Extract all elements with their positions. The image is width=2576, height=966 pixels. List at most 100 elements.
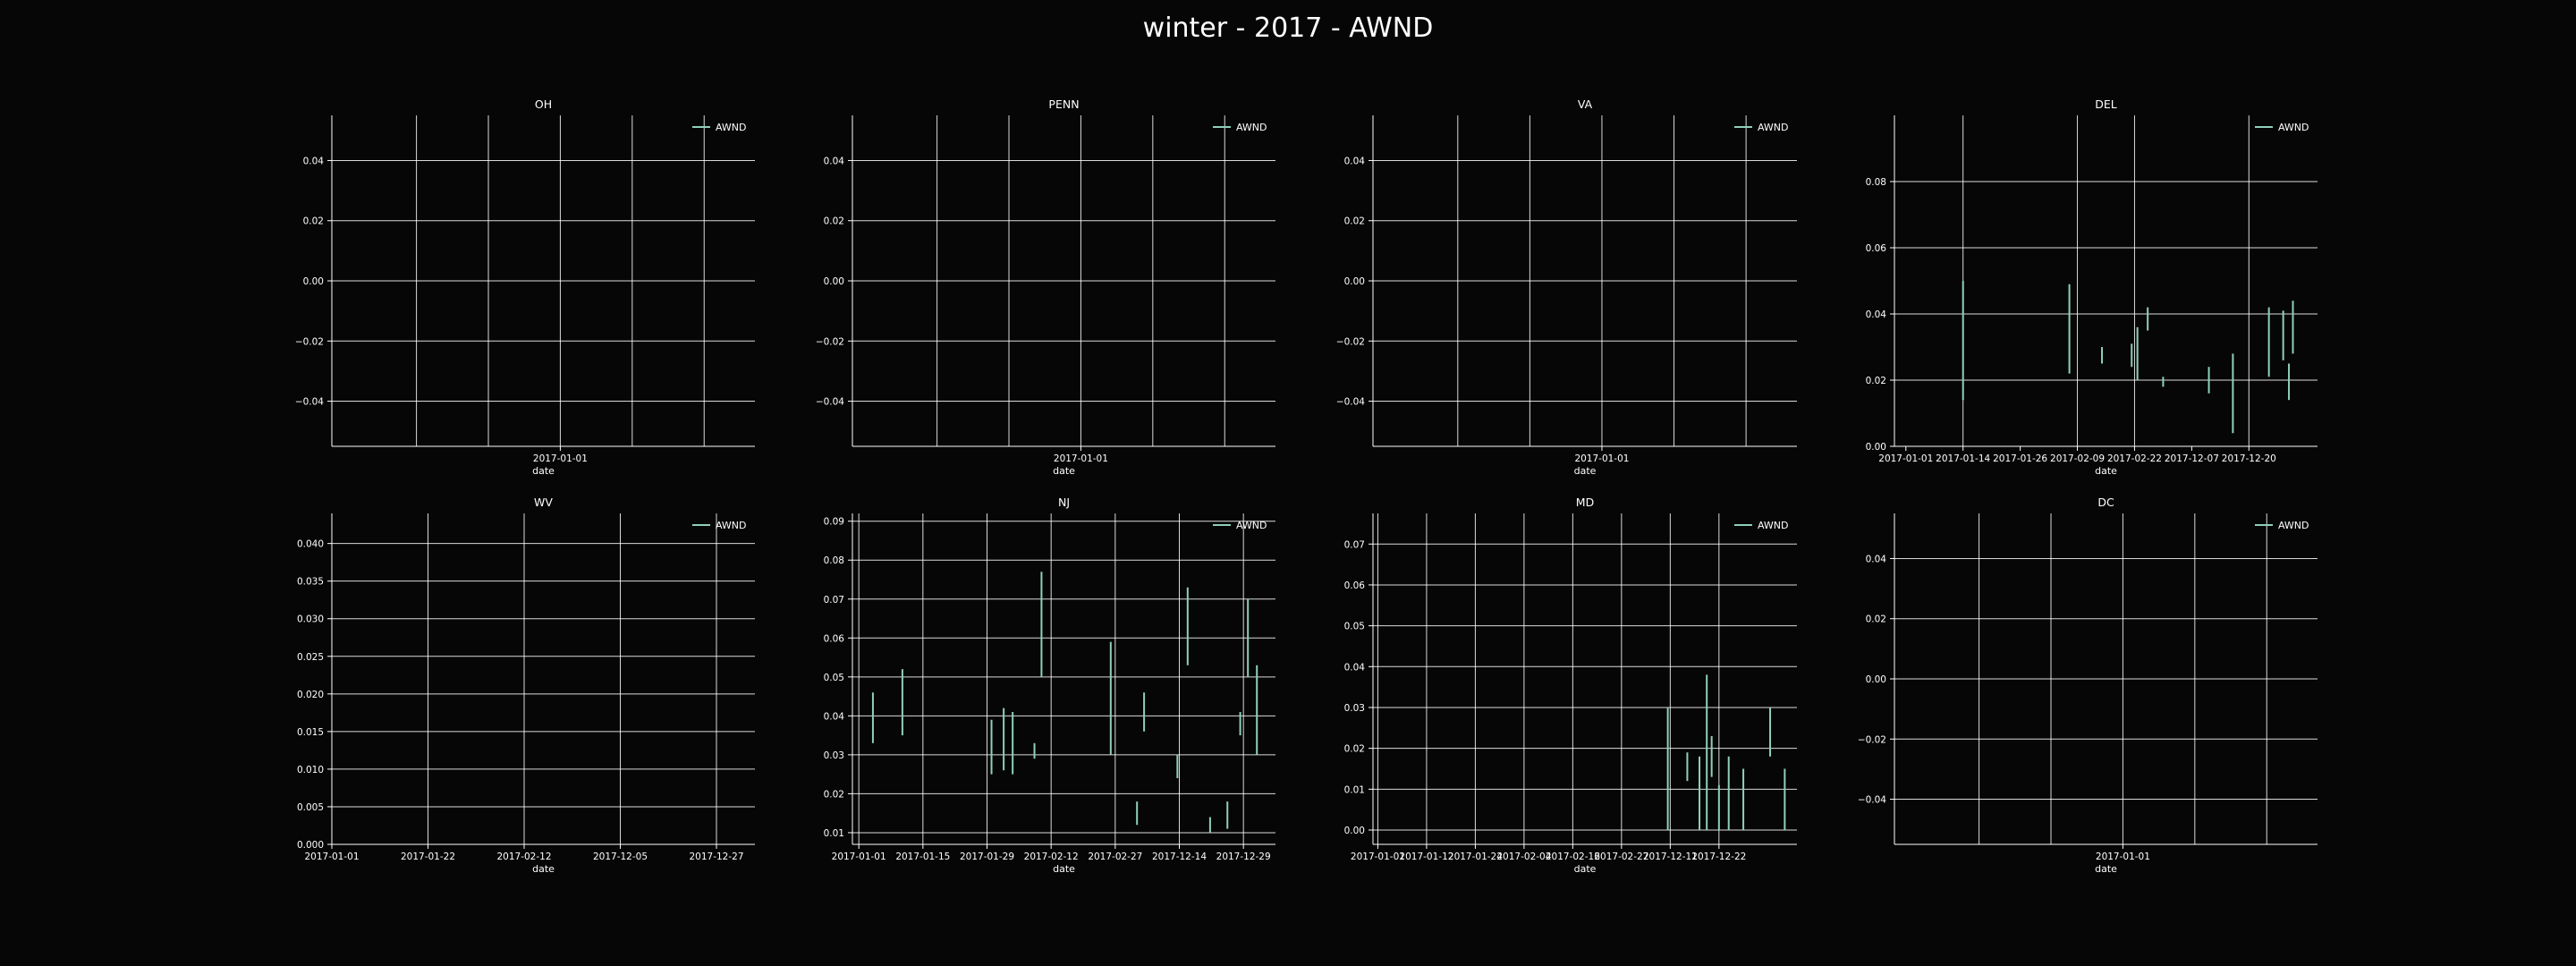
y-tick-label: 0.015 [297, 727, 324, 738]
x-axis-label: date [532, 863, 555, 875]
y-tick-label: −0.02 [1336, 336, 1365, 347]
x-tick-label: 2017-01-24 [1448, 852, 1503, 862]
panel-title: PENN [1048, 97, 1079, 111]
y-tick-label: 0.06 [824, 633, 845, 644]
x-axis-label: date [1574, 863, 1597, 875]
legend-label: AWND [1758, 520, 1789, 531]
x-tick-label: 2017-12-05 [593, 852, 648, 862]
y-tick-label: 0.02 [1866, 376, 1886, 386]
y-tick-label: −0.04 [816, 397, 844, 408]
y-tick-label: 0.00 [1866, 442, 1886, 453]
y-tick-label: 0.010 [297, 765, 324, 775]
y-tick-label: 0.06 [1344, 580, 1366, 591]
x-tick-label: 2017-02-27 [1594, 852, 1648, 862]
x-tick-label: 2017-01-01 [304, 852, 359, 862]
y-tick-label: 0.00 [303, 276, 324, 287]
x-tick-label: 2017-12-14 [1152, 852, 1207, 862]
x-tick-label: 2017-12-27 [689, 852, 743, 862]
x-tick-label: 2017-01-01 [2096, 852, 2150, 862]
y-tick-label: 0.04 [1866, 309, 1887, 320]
x-axis-label: date [1053, 465, 1075, 477]
x-tick-label: 2017-02-12 [1024, 852, 1079, 862]
y-tick-label: −0.02 [816, 336, 844, 347]
x-tick-label: 2017-01-12 [1399, 852, 1453, 862]
y-tick-label: 0.02 [1344, 744, 1365, 755]
x-tick-label: 2017-12-22 [1691, 852, 1746, 862]
x-axis-label: date [2095, 465, 2117, 477]
x-tick-label: 2017-01-15 [895, 852, 950, 862]
y-tick-label: 0.005 [297, 802, 324, 813]
y-tick-label: 0.00 [824, 276, 844, 287]
y-tick-label: 0.01 [1344, 784, 1365, 795]
panel-title: NJ [1058, 496, 1070, 509]
panel-title: DEL [2095, 97, 2117, 111]
y-tick-label: 0.000 [297, 840, 324, 851]
y-tick-label: 0.04 [1866, 554, 1887, 564]
y-tick-label: 0.03 [1344, 703, 1365, 714]
y-tick-label: 0.025 [297, 652, 324, 663]
y-tick-label: 0.08 [824, 555, 844, 566]
y-tick-label: 0.04 [303, 156, 325, 166]
y-tick-label: 0.040 [297, 539, 324, 550]
x-axis-label: date [532, 465, 555, 477]
y-tick-label: −0.02 [295, 336, 324, 347]
legend-label: AWND [716, 122, 747, 133]
y-tick-label: 0.02 [824, 216, 844, 227]
y-tick-label: 0.020 [297, 690, 324, 700]
panel-title: DC [2097, 496, 2114, 509]
x-tick-label: 2017-01-01 [1054, 453, 1108, 464]
x-tick-label: 2017-01-22 [401, 852, 455, 862]
y-tick-label: 0.08 [1866, 177, 1886, 188]
panel-title: VA [1578, 97, 1593, 111]
x-tick-label: 2017-01-29 [960, 852, 1014, 862]
y-tick-label: 0.030 [297, 614, 324, 625]
y-tick-label: 0.05 [824, 673, 844, 683]
y-tick-label: 0.01 [824, 828, 844, 839]
x-tick-label: 2017-12-20 [2222, 453, 2276, 464]
y-tick-label: 0.05 [1344, 622, 1365, 632]
y-tick-label: 0.09 [824, 517, 844, 528]
y-tick-label: 0.00 [1344, 276, 1365, 287]
panel-title: OH [535, 97, 552, 111]
y-tick-label: −0.02 [1858, 734, 1886, 745]
x-tick-label: 2017-01-01 [1351, 852, 1405, 862]
y-tick-label: 0.04 [824, 156, 845, 166]
x-tick-label: 2017-12-11 [1643, 852, 1698, 862]
panel-title: WV [534, 496, 553, 509]
x-tick-label: 2017-01-14 [1936, 453, 1990, 464]
x-tick-label: 2017-01-01 [1878, 453, 1933, 464]
x-tick-label: 2017-02-22 [2107, 453, 2162, 464]
x-tick-label: 2017-01-01 [1574, 453, 1629, 464]
y-tick-label: −0.04 [295, 397, 324, 408]
figure-title: winter - 2017 - AWND [1142, 13, 1434, 44]
x-tick-label: 2017-02-09 [2050, 453, 2105, 464]
y-tick-label: 0.04 [1344, 662, 1366, 673]
x-tick-label: 2017-02-12 [496, 852, 551, 862]
legend-label: AWND [2278, 122, 2309, 133]
y-tick-label: 0.06 [1866, 243, 1887, 254]
y-tick-label: 0.00 [1866, 674, 1886, 685]
y-tick-label: 0.07 [1344, 539, 1365, 550]
x-tick-label: 2017-01-26 [1993, 453, 2047, 464]
x-tick-label: 2017-02-16 [1546, 852, 1600, 862]
x-axis-label: date [2095, 863, 2117, 875]
x-tick-label: 2017-12-29 [1216, 852, 1271, 862]
y-tick-label: 0.035 [297, 577, 324, 588]
legend-label: AWND [1758, 122, 1789, 133]
y-tick-label: 0.02 [824, 789, 844, 800]
legend-label: AWND [1236, 520, 1267, 531]
panel-title: MD [1576, 496, 1594, 509]
x-tick-label: 2017-01-01 [533, 453, 588, 464]
legend-label: AWND [1236, 122, 1267, 133]
x-tick-label: 2017-02-27 [1088, 852, 1142, 862]
y-tick-label: 0.07 [824, 595, 844, 606]
x-tick-label: 2017-02-04 [1496, 852, 1551, 862]
y-tick-label: 0.00 [1344, 826, 1365, 836]
x-tick-label: 2017-12-07 [2165, 453, 2219, 464]
y-tick-label: 0.04 [1344, 156, 1366, 166]
y-tick-label: 0.02 [1866, 614, 1886, 625]
y-tick-label: −0.04 [1336, 397, 1365, 408]
x-axis-label: date [1053, 863, 1075, 875]
y-tick-label: 0.04 [824, 711, 845, 722]
